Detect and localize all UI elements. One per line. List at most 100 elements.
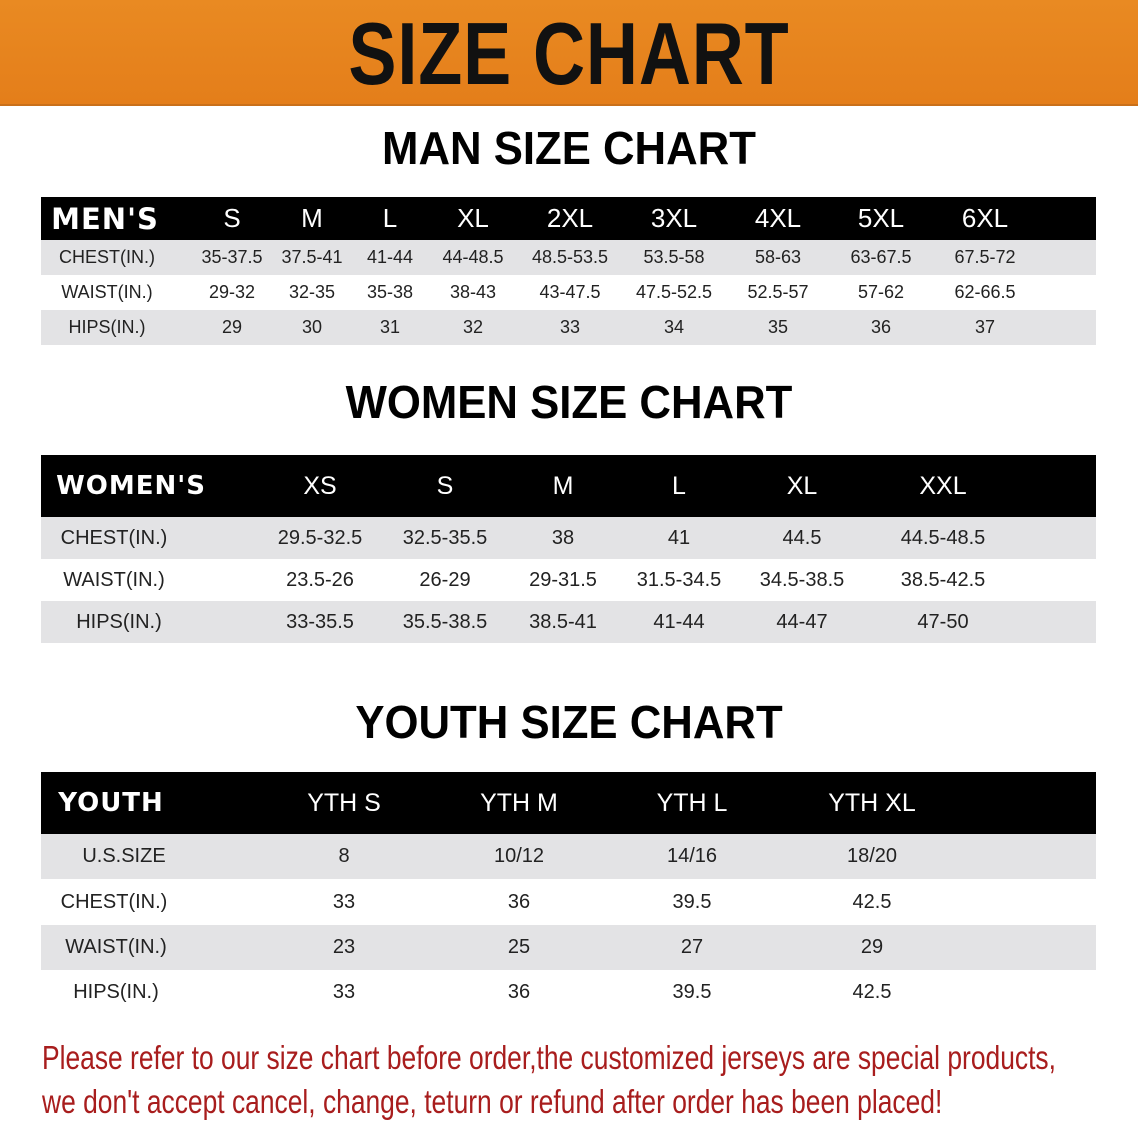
- row-label: WAIST(IN.): [61, 282, 153, 302]
- size-header: XXL: [919, 471, 967, 500]
- youth-header-label: YOUTH: [58, 788, 164, 818]
- measurement-cell: 39.5: [672, 890, 712, 913]
- row-label: CHEST(IN.): [59, 247, 155, 267]
- measurement-cell: 63-67.5: [850, 247, 912, 267]
- row-label: WAIST(IN.): [63, 568, 165, 591]
- measurement-cell: 52.5-57: [747, 282, 809, 302]
- measurement-cell: 33: [332, 981, 356, 1003]
- men-section-title: MAN SIZE CHART: [382, 122, 756, 174]
- women-size-table: WOMEN'S XS S M L XL XXL CHEST(IN.) 29.5-32.5 32.5…: [41, 455, 1096, 643]
- measurement-cell: 37.5-41: [281, 247, 343, 267]
- banner-title: SIZE CHART: [348, 4, 790, 103]
- table-row: CHEST(IN.) 29.5-32.5 32.5-35.5 38 41 44.5 44.5…: [41, 517, 1096, 559]
- measurement-cell: 53.5-58: [643, 247, 705, 267]
- measurement-cell: 23: [332, 936, 356, 958]
- measurement-cell: 58-63: [754, 247, 802, 267]
- banner: SIZE CHART: [0, 0, 1138, 106]
- measurement-cell: 31: [379, 317, 401, 337]
- measurement-cell: 36: [870, 317, 892, 337]
- measurement-cell: 44-48.5: [442, 247, 504, 267]
- measurement-cell: 67.5-72: [954, 247, 1016, 267]
- row-label: CHEST(IN.): [60, 890, 168, 913]
- measurement-cell: 62-66.5: [954, 282, 1016, 302]
- measurement-cell: 18/20: [846, 845, 898, 867]
- measurement-cell: 29-32: [208, 282, 256, 302]
- size-header: 6XL: [961, 203, 1009, 233]
- measurement-cell: 44-47: [776, 610, 828, 633]
- measurement-cell: 29.5-32.5: [277, 526, 363, 549]
- row-label: HIPS(IN.): [76, 610, 162, 633]
- measurement-cell: 32.5-35.5: [402, 526, 488, 549]
- measurement-cell: 27: [680, 936, 704, 958]
- measurement-cell: 32: [462, 317, 484, 337]
- measurement-cell: 35.5-38.5: [402, 610, 488, 633]
- measurement-cell: 33: [559, 317, 581, 337]
- measurement-cell: 43-47.5: [539, 282, 601, 302]
- measurement-cell: 37: [974, 317, 996, 337]
- women-section-title: WOMEN SIZE CHART: [345, 376, 793, 428]
- measurement-cell: 10/12: [493, 845, 545, 867]
- size-header: 5XL: [857, 203, 905, 233]
- size-header: XS: [303, 471, 337, 500]
- size-header: YTH S: [307, 788, 381, 817]
- measurement-cell: 35-37.5: [201, 247, 263, 267]
- size-header: 4XL: [754, 203, 802, 233]
- measurement-cell: 48.5-53.5: [531, 247, 609, 267]
- youth-size-table: YOUTH YTH S YTH M YTH L YTH XL U.S.SIZE 8 10/12…: [41, 772, 1096, 1015]
- size-header: YTH L: [656, 788, 728, 817]
- size-header: L: [382, 203, 398, 233]
- measurement-cell: 47-50: [917, 610, 969, 633]
- size-header: YTH XL: [828, 788, 916, 817]
- measurement-cell: 41-44: [653, 610, 705, 633]
- row-label: U.S.SIZE: [82, 845, 166, 867]
- table-row: WAIST(IN.) 23.5-26 26-29 29-31.5 31.5-34.5 34…: [41, 559, 1096, 601]
- measurement-cell: 33-35.5: [286, 610, 354, 633]
- measurement-cell: 57-62: [857, 282, 905, 302]
- table-row: CHEST(IN.) 33 36 39.5 42.5: [41, 879, 1096, 925]
- youth-header-row: YOUTH YTH S YTH M YTH L YTH XL: [41, 772, 1096, 834]
- women-header-label: WOMEN'S: [56, 471, 206, 501]
- measurement-cell: 41-44: [366, 247, 414, 267]
- measurement-cell: 38-43: [449, 282, 497, 302]
- size-header: S: [436, 471, 454, 500]
- row-label: HIPS(IN.): [73, 981, 159, 1003]
- measurement-cell: 32-35: [288, 282, 336, 302]
- notice-line-1: Please refer to our size chart before or…: [42, 1039, 1056, 1076]
- measurement-cell: 29-31.5: [529, 568, 597, 591]
- table-row: HIPS(IN.) 29 30 31 32 33 34 35 36 37: [41, 310, 1096, 345]
- measurement-cell: 47.5-52.5: [635, 282, 713, 302]
- measurement-cell: 35: [767, 317, 789, 337]
- measurement-cell: 23.5-26: [286, 568, 354, 591]
- size-header: M: [301, 203, 323, 233]
- table-row: WAIST(IN.) 29-32 32-35 35-38 38-43 43-47.5 47.…: [41, 275, 1096, 310]
- men-header-row: MEN'S S M L XL 2XL 3XL 4XL 5XL 6XL: [41, 197, 1096, 240]
- measurement-cell: 41: [667, 526, 691, 549]
- measurement-cell: 8: [338, 845, 350, 867]
- measurement-cell: 44.5-48.5: [900, 526, 986, 549]
- table-row: WAIST(IN.) 23 25 27 29: [41, 925, 1096, 970]
- row-label: WAIST(IN.): [65, 936, 167, 958]
- measurement-cell: 42.5: [852, 890, 892, 913]
- measurement-cell: 44.5: [782, 526, 822, 549]
- size-header: XL: [786, 471, 818, 500]
- measurement-cell: 26-29: [419, 568, 471, 591]
- size-header: L: [672, 471, 686, 500]
- size-header: XL: [457, 203, 489, 233]
- size-header: M: [552, 471, 574, 500]
- women-header-row: WOMEN'S XS S M L XL XXL: [41, 455, 1096, 517]
- measurement-cell: 33: [332, 890, 356, 913]
- measurement-cell: 36: [507, 981, 531, 1003]
- measurement-cell: 30: [301, 317, 323, 337]
- notice-line-2: we don't accept cancel, change, teturn o…: [42, 1083, 943, 1120]
- measurement-cell: 31.5-34.5: [636, 568, 722, 591]
- row-label: HIPS(IN.): [68, 317, 146, 337]
- size-header: S: [223, 203, 241, 233]
- youth-section-title: YOUTH SIZE CHART: [355, 696, 783, 748]
- size-header: 2XL: [546, 203, 594, 233]
- size-header: YTH M: [480, 788, 558, 817]
- measurement-cell: 34.5-38.5: [759, 568, 845, 591]
- measurement-cell: 34: [663, 317, 685, 337]
- measurement-cell: 14/16: [666, 845, 718, 867]
- measurement-cell: 35-38: [366, 282, 414, 302]
- size-header: 3XL: [650, 203, 698, 233]
